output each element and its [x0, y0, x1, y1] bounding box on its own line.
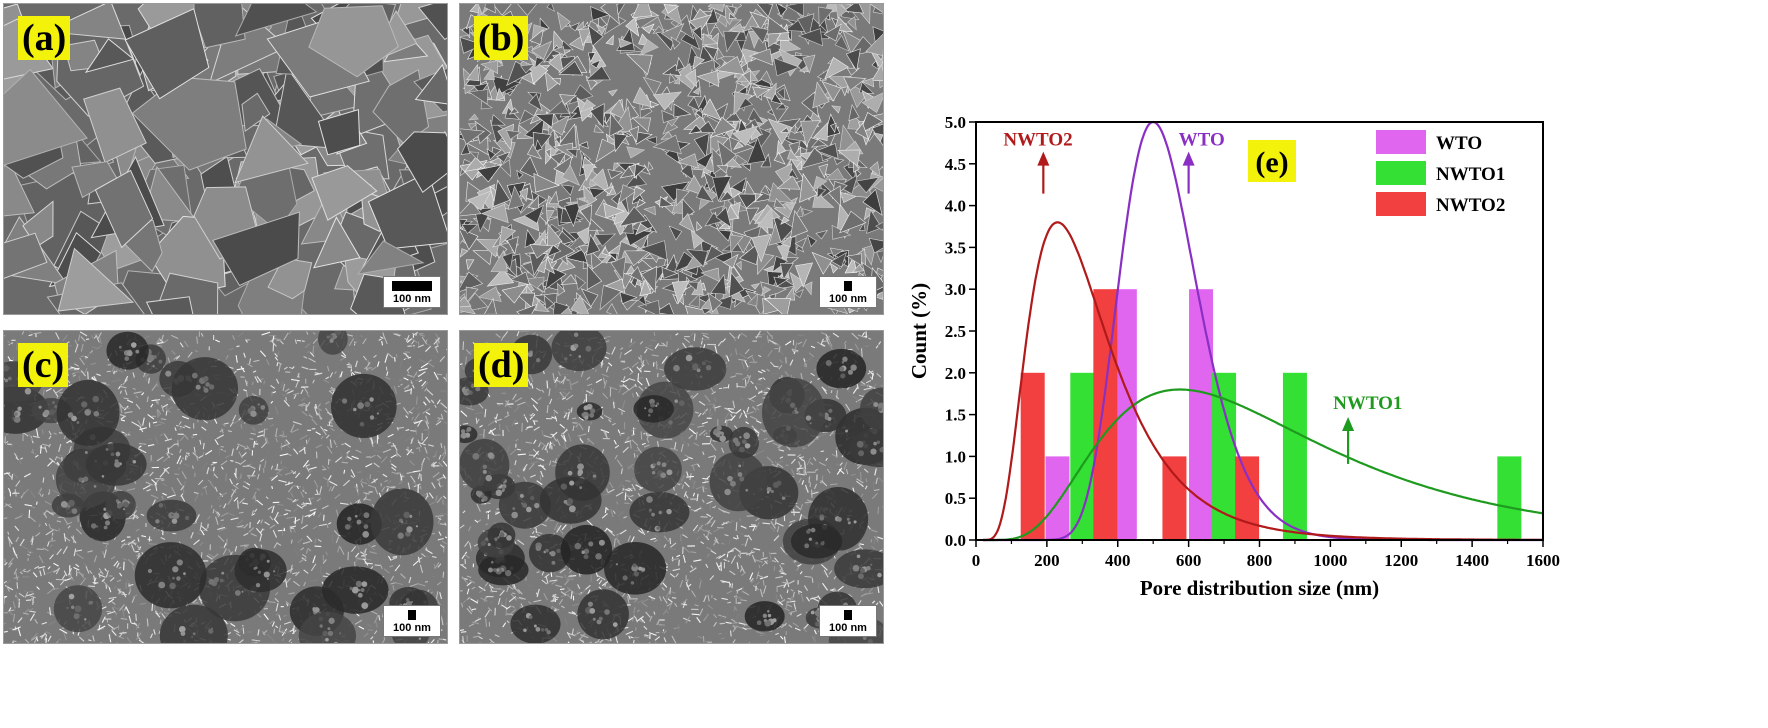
x-tick-label-600: 600	[1176, 551, 1202, 570]
sem-image-c	[4, 331, 447, 643]
y-tick-label-2.5: 2.5	[945, 322, 966, 341]
y-tick-label-3.0: 3.0	[945, 280, 966, 299]
y-tick-label-1.5: 1.5	[945, 406, 966, 425]
x-tick-label-0: 0	[972, 551, 981, 570]
bar-nwto2-765	[1235, 456, 1260, 540]
pore-distribution-chart: 0 200 400 600 800 1000 1200 1400 1600 0.0 0.5 1.0 1.…	[907, 113, 1560, 600]
annotation-arrowhead-wto	[1182, 151, 1195, 166]
sem-image-b	[460, 4, 883, 314]
y-tick-label-5.0: 5.0	[945, 113, 966, 132]
scale-bar-label-d: 100 nm	[829, 622, 867, 634]
annotation-label-nwto1: NWTO1	[1333, 393, 1402, 414]
x-tick-label-1200: 1200	[1384, 551, 1418, 570]
fit-curve-nwto1	[983, 388, 1544, 542]
panel-label-a: (a)	[18, 16, 71, 60]
y-tick-label-4.0: 4.0	[945, 197, 966, 216]
bar-nwto2-160	[1020, 372, 1045, 540]
y-tick-label-0.5: 0.5	[945, 489, 966, 508]
legend-swatch-wto	[1376, 130, 1426, 154]
legend-label-nwto2: NWTO2	[1436, 195, 1505, 216]
sem-panel-b: (b) 100 nm	[459, 3, 884, 315]
y-tick-label-4.5: 4.5	[945, 155, 966, 174]
scale-bar-a: 100 nm	[383, 276, 441, 308]
annotation-arrowhead-nwto2	[1037, 151, 1050, 166]
x-tick-label-400: 400	[1105, 551, 1131, 570]
bar-wto-230	[1045, 456, 1070, 540]
sem-panel-d: (d) 100 nm	[459, 330, 884, 644]
sem-panel-a: (a) 100 nm	[3, 3, 448, 315]
panel-label-e: (e)	[1255, 146, 1288, 179]
bar-wto-635	[1189, 289, 1214, 540]
legend-label-wto: WTO	[1436, 133, 1482, 154]
y-tick-label-1.0: 1.0	[945, 447, 966, 466]
sem-image-a	[4, 4, 447, 314]
y-tick-label-3.5: 3.5	[945, 238, 966, 257]
scale-bar-label-a: 100 nm	[393, 293, 431, 305]
x-tick-label-200: 200	[1034, 551, 1060, 570]
panel-label-d: (d)	[474, 343, 529, 387]
panel-label-b: (b)	[474, 16, 529, 60]
bar-nwto1-1505	[1497, 456, 1522, 540]
annotation-label-wto: WTO	[1179, 130, 1225, 151]
scale-bar-d: 100 nm	[819, 605, 877, 637]
legend-swatch-nwto2	[1376, 192, 1426, 216]
sem-panel-c: (c) 100 nm	[3, 330, 448, 644]
legend-swatch-nwto1	[1376, 161, 1426, 185]
bar-nwto2-560	[1162, 456, 1187, 540]
x-tick-label-1000: 1000	[1313, 551, 1347, 570]
x-tick-label-1400: 1400	[1455, 551, 1489, 570]
panel-label-e-bg	[1248, 140, 1296, 182]
x-tick-label-1600: 1600	[1526, 551, 1560, 570]
scale-bar-c: 100 nm	[383, 605, 441, 637]
scale-bar-b: 100 nm	[819, 276, 877, 308]
x-axis-label: Pore distribution size (nm)	[1140, 576, 1379, 600]
y-tick-label-2.0: 2.0	[945, 364, 966, 383]
scale-bar-label-c: 100 nm	[393, 622, 431, 634]
bar-nwto1-900	[1282, 372, 1307, 540]
y-axis-label: Count (%)	[907, 283, 931, 379]
x-tick-label-800: 800	[1247, 551, 1273, 570]
annotation-arrowhead-nwto1	[1342, 416, 1355, 431]
scale-bar-label-b: 100 nm	[829, 293, 867, 305]
legend-label-nwto1: NWTO1	[1436, 164, 1505, 185]
sem-image-d	[460, 331, 883, 643]
annotation-label-nwto2: NWTO2	[1003, 130, 1072, 151]
panel-label-c: (c)	[18, 343, 69, 387]
y-tick-label-0.0: 0.0	[945, 531, 966, 550]
